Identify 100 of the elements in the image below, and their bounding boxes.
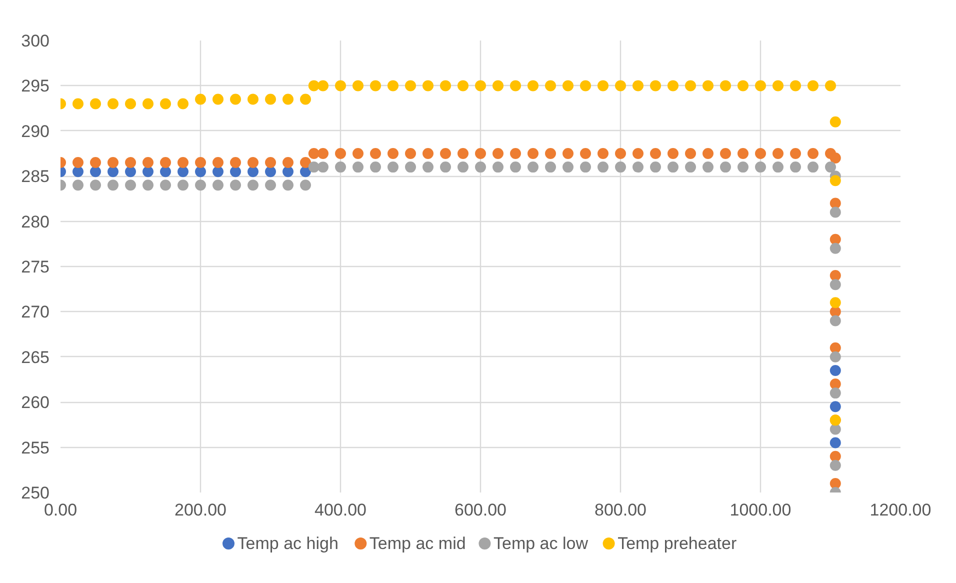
point <box>72 157 84 168</box>
point <box>108 166 118 178</box>
point <box>108 98 118 110</box>
y-tick-label: 285 <box>21 167 50 186</box>
point <box>562 162 574 173</box>
point <box>90 166 101 178</box>
point <box>248 94 258 105</box>
point <box>318 80 328 92</box>
point <box>825 80 836 92</box>
point <box>545 148 556 159</box>
point <box>492 148 504 159</box>
point <box>685 148 696 159</box>
point <box>125 180 136 191</box>
point <box>668 148 678 159</box>
point <box>160 98 171 110</box>
point <box>195 166 206 178</box>
point <box>458 162 468 173</box>
point <box>830 206 841 218</box>
point <box>458 148 468 159</box>
point <box>755 80 766 92</box>
point <box>458 80 468 92</box>
point <box>72 180 84 191</box>
point <box>72 166 84 178</box>
point <box>388 148 398 159</box>
point <box>265 166 276 178</box>
point <box>830 242 841 254</box>
point <box>388 162 398 173</box>
point <box>422 148 434 159</box>
point <box>178 180 188 191</box>
point <box>178 166 188 178</box>
point <box>90 180 101 191</box>
x-tick-label: 800.00 <box>594 500 646 520</box>
point <box>702 148 714 159</box>
point <box>282 180 294 191</box>
y-tick-label: 260 <box>21 393 50 412</box>
point <box>370 162 381 173</box>
point <box>282 157 294 168</box>
x-tick-label: 1000.00 <box>730 500 792 520</box>
point <box>370 80 381 92</box>
point <box>475 148 486 159</box>
legend-label: Temp ac low <box>494 534 589 553</box>
point <box>720 162 731 173</box>
y-tick-label: 265 <box>21 348 50 367</box>
point <box>580 162 591 173</box>
point <box>720 148 731 159</box>
point <box>830 297 841 308</box>
point <box>492 80 504 92</box>
point <box>142 98 154 110</box>
point <box>545 80 556 92</box>
legend-label: Temp ac high <box>237 534 338 553</box>
point <box>492 162 504 173</box>
point <box>142 157 154 168</box>
point <box>510 162 521 173</box>
point <box>830 401 841 412</box>
y-tick-label: 250 <box>21 484 50 502</box>
point <box>632 148 644 159</box>
point <box>598 162 608 173</box>
point <box>510 148 521 159</box>
point <box>830 378 841 390</box>
point <box>265 180 276 191</box>
point <box>142 180 154 191</box>
point <box>830 116 841 128</box>
point <box>352 148 364 159</box>
point <box>830 450 841 462</box>
point <box>335 162 346 173</box>
point <box>90 157 101 168</box>
point <box>142 166 154 178</box>
point <box>195 94 206 105</box>
point <box>668 80 678 92</box>
point <box>178 157 188 168</box>
point <box>405 148 416 159</box>
y-tick-label: 270 <box>21 302 50 322</box>
point <box>598 148 608 159</box>
point <box>282 166 294 178</box>
point <box>125 157 136 168</box>
point <box>422 162 434 173</box>
point <box>545 162 556 173</box>
point <box>248 180 258 191</box>
point <box>212 94 224 105</box>
y-tick-label: 300 <box>21 32 50 50</box>
point <box>738 148 748 159</box>
point <box>632 162 644 173</box>
point <box>598 80 608 92</box>
point <box>308 148 320 159</box>
x-tick-label: 400.00 <box>314 500 366 520</box>
point <box>265 94 276 105</box>
point <box>195 180 206 191</box>
y-tick-label: 255 <box>21 438 50 458</box>
point <box>318 162 328 173</box>
point <box>702 162 714 173</box>
point <box>830 478 841 489</box>
point <box>528 162 538 173</box>
point <box>308 162 320 173</box>
point <box>230 94 241 105</box>
point <box>528 148 538 159</box>
point <box>562 80 574 92</box>
point <box>808 148 818 159</box>
point <box>125 166 136 178</box>
point <box>830 342 841 354</box>
point <box>830 270 841 282</box>
